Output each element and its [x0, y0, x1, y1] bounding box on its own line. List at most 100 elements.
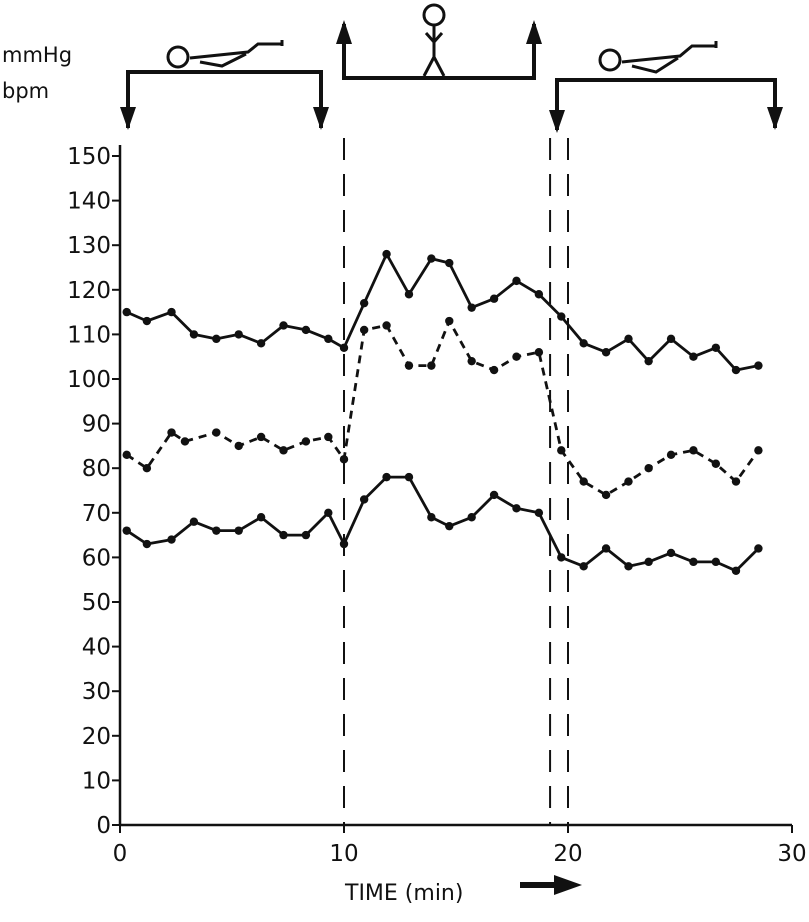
data-point — [359, 325, 369, 335]
data-point — [624, 334, 633, 344]
data-point — [754, 544, 763, 553]
data-point — [339, 343, 349, 352]
data-point — [142, 316, 152, 326]
data-point — [212, 428, 221, 437]
data-point — [666, 450, 676, 460]
time-arrow-icon — [520, 875, 582, 895]
y-tick-label: 80 — [82, 456, 111, 482]
data-point — [489, 294, 499, 303]
data-point — [489, 490, 499, 500]
data-point — [167, 428, 176, 437]
data-point — [427, 513, 436, 522]
data-series — [122, 249, 763, 575]
data-point — [122, 450, 131, 460]
phase-bracket-supine-1 — [120, 70, 329, 130]
data-point — [644, 356, 653, 366]
x-tick-label: 20 — [553, 841, 582, 867]
data-point — [711, 343, 721, 352]
data-point — [689, 557, 698, 567]
data-point — [467, 356, 476, 366]
data-point — [404, 361, 414, 370]
y-tick-label: 90 — [82, 412, 111, 438]
y-tick-label: 50 — [82, 590, 111, 616]
phase-boundaries — [343, 138, 569, 825]
y-tick-label: 130 — [67, 233, 111, 259]
data-point — [731, 477, 741, 486]
data-point — [534, 290, 544, 299]
series-1 — [122, 249, 763, 375]
y-tick-label: 150 — [67, 144, 111, 170]
data-point — [711, 557, 721, 567]
series-2 — [122, 316, 763, 500]
data-point — [689, 352, 698, 361]
data-point — [212, 334, 221, 344]
y-tick-label: 100 — [67, 367, 111, 393]
data-point — [754, 361, 763, 370]
data-point — [512, 276, 521, 286]
data-point — [324, 334, 333, 344]
data-point — [142, 464, 152, 473]
data-point — [234, 330, 243, 339]
data-point — [339, 455, 349, 464]
data-point — [731, 365, 741, 375]
x-tick-label: 10 — [329, 841, 358, 867]
data-point — [557, 312, 566, 321]
data-point — [189, 517, 199, 526]
y-unit-mmhg: mmHg — [2, 43, 72, 67]
x-tick-label: 0 — [113, 841, 128, 867]
y-tick-label: 10 — [82, 768, 111, 794]
data-point — [467, 303, 476, 312]
data-point — [579, 477, 588, 486]
data-point — [301, 530, 311, 540]
data-point — [754, 446, 763, 455]
supine-posture-icon-2 — [598, 41, 718, 74]
data-point — [445, 521, 454, 531]
data-point — [534, 348, 544, 357]
data-point — [557, 446, 566, 455]
data-point — [445, 316, 454, 326]
data-point — [167, 307, 176, 317]
data-point — [534, 508, 544, 517]
data-point — [427, 361, 436, 370]
y-unit-bpm: bpm — [2, 79, 49, 103]
y-tick-label: 60 — [82, 545, 111, 571]
data-point — [427, 254, 436, 263]
x-axis-title: TIME (min) — [344, 881, 463, 906]
data-point — [644, 557, 653, 567]
data-point — [579, 562, 588, 571]
y-tick-label: 40 — [82, 635, 111, 661]
data-point — [339, 539, 349, 549]
data-point — [579, 339, 588, 348]
data-point — [212, 526, 221, 535]
data-point — [324, 432, 333, 442]
data-point — [489, 365, 499, 375]
y-tick-label: 0 — [96, 813, 111, 839]
y-tick-label: 30 — [82, 679, 111, 705]
supine-posture-icon — [166, 40, 284, 69]
y-tick-label: 140 — [67, 189, 111, 215]
data-point — [324, 508, 333, 517]
data-point — [359, 298, 369, 308]
data-point — [359, 495, 369, 504]
data-point — [189, 330, 199, 339]
data-point — [180, 437, 190, 446]
data-point — [256, 432, 266, 442]
data-point — [301, 325, 311, 335]
x-tick-label: 30 — [777, 841, 806, 867]
data-point — [382, 472, 391, 482]
data-point — [234, 441, 243, 451]
data-point — [382, 321, 391, 330]
data-point — [557, 553, 566, 562]
data-point — [624, 477, 633, 486]
data-point — [142, 539, 152, 549]
data-point — [601, 490, 611, 500]
data-point — [731, 566, 741, 575]
data-point — [122, 526, 131, 535]
series-3 — [122, 472, 763, 575]
y-tick-label: 110 — [67, 322, 111, 348]
phase-bracket-standing — [336, 20, 542, 80]
data-point — [279, 446, 288, 455]
data-point — [666, 548, 676, 558]
data-point — [301, 437, 311, 446]
